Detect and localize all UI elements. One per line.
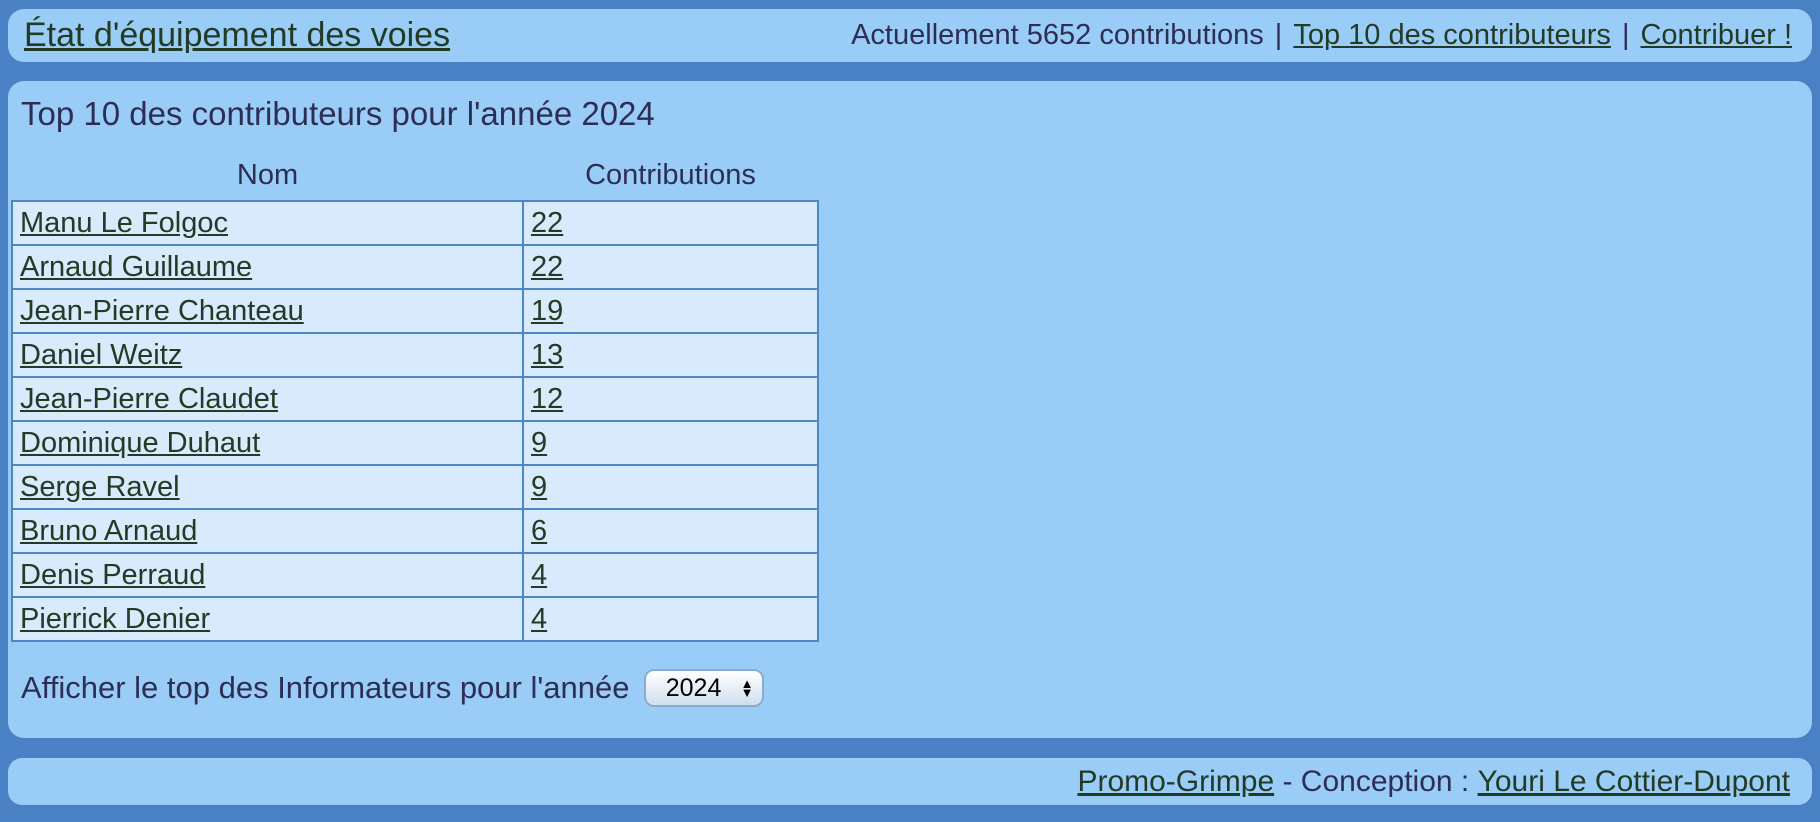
contributor-name-cell: Daniel Weitz: [11, 332, 524, 378]
arrow-up-icon: ▲: [740, 676, 754, 691]
contributor-name-link[interactable]: Jean-Pierre Chanteau: [20, 294, 304, 327]
contribution-count-cell: 13: [522, 332, 819, 378]
year-selector-label: Afficher le top des Informateurs pour l'…: [21, 670, 630, 705]
contributor-name-link[interactable]: Bruno Arnaud: [20, 514, 198, 547]
contributor-name-cell: Bruno Arnaud: [11, 508, 524, 554]
footer-site-link[interactable]: Promo-Grimpe: [1077, 764, 1275, 798]
nav-separator: |: [1274, 19, 1283, 51]
year-select[interactable]: 2024 ▲ ▼: [644, 669, 765, 707]
contributor-name-link[interactable]: Denis Perraud: [20, 558, 206, 591]
contributions-count-text: Actuellement 5652 contributions: [851, 19, 1264, 51]
contribution-count-link[interactable]: 9: [531, 426, 548, 459]
contribution-count-cell: 19: [522, 288, 819, 334]
header-bar: État d'équipement des voies Actuellement…: [8, 9, 1812, 62]
table-row: Denis Perraud 4: [11, 552, 819, 598]
main-panel: Top 10 des contributeurs pour l'année 20…: [8, 81, 1812, 738]
table-row: Manu Le Folgoc 22: [11, 200, 819, 246]
contribution-count-cell: 22: [522, 244, 819, 290]
contribution-count-cell: 22: [522, 200, 819, 246]
contributor-name-link[interactable]: Manu Le Folgoc: [20, 206, 228, 239]
contribution-count-cell: 4: [522, 552, 819, 598]
contributor-name-cell: Jean-Pierre Chanteau: [11, 288, 524, 334]
table-row: Arnaud Guillaume 22: [11, 244, 819, 290]
contributor-name-cell: Jean-Pierre Claudet: [11, 376, 524, 422]
contribution-count-cell: 4: [522, 596, 819, 642]
contribution-count-cell: 9: [522, 420, 819, 466]
contribution-count-link[interactable]: 4: [531, 558, 548, 591]
contributor-name-link[interactable]: Arnaud Guillaume: [20, 250, 253, 283]
arrow-down-icon: ▼: [740, 685, 754, 700]
column-header-name: Nom: [236, 159, 299, 191]
footer-author-link[interactable]: Youri Le Cottier-Dupont: [1477, 764, 1790, 798]
contribution-count-cell: 9: [522, 464, 819, 510]
contributors-table: Nom Contributions Manu Le Folgoc 22 Arna…: [11, 159, 819, 642]
contributor-name-link[interactable]: Jean-Pierre Claudet: [20, 382, 278, 415]
contribution-count-link[interactable]: 19: [531, 294, 564, 327]
contribution-count-link[interactable]: 13: [531, 338, 564, 371]
contributor-name-link[interactable]: Pierrick Denier: [20, 602, 211, 635]
contributor-name-cell: Arnaud Guillaume: [11, 244, 524, 290]
contributor-name-link[interactable]: Dominique Duhaut: [20, 426, 261, 459]
nav-link-top10[interactable]: Top 10 des contributeurs: [1293, 19, 1611, 51]
nav-separator: |: [1621, 19, 1630, 51]
contribution-count-link[interactable]: 22: [531, 206, 564, 239]
footer-conception-text: - Conception :: [1274, 764, 1478, 798]
year-select-value: 2024: [665, 673, 722, 702]
contribution-count-link[interactable]: 12: [531, 382, 564, 415]
table-row: Jean-Pierre Claudet 12: [11, 376, 819, 422]
column-header-contributions: Contributions: [585, 159, 756, 191]
table-header-row: Nom Contributions: [12, 159, 818, 201]
site-title-link[interactable]: État d'équipement des voies: [24, 16, 451, 54]
page-title: Top 10 des contributeurs pour l'année 20…: [21, 95, 655, 132]
contributor-name-cell: Dominique Duhaut: [11, 420, 524, 466]
contributor-name-cell: Serge Ravel: [11, 464, 524, 510]
table-row: Serge Ravel 9: [11, 464, 819, 510]
contribution-count-cell: 6: [522, 508, 819, 554]
table-row: Dominique Duhaut 9: [11, 420, 819, 466]
contributor-name-cell: Manu Le Folgoc: [11, 200, 524, 246]
contribution-count-link[interactable]: 6: [531, 514, 548, 547]
table-row: Pierrick Denier 4: [11, 596, 819, 642]
footer-bar: Promo-Grimpe - Conception : Youri Le Cot…: [8, 758, 1812, 805]
table-row: Jean-Pierre Chanteau 19: [11, 288, 819, 334]
select-stepper-icon: ▲ ▼: [740, 676, 754, 700]
contributor-name-link[interactable]: Daniel Weitz: [20, 338, 183, 371]
contribution-count-cell: 12: [522, 376, 819, 422]
contributor-name-link[interactable]: Serge Ravel: [20, 470, 180, 503]
contributors-table-body: Manu Le Folgoc 22 Arnaud Guillaume 22 Je…: [11, 200, 819, 642]
year-selector-row: Afficher le top des Informateurs pour l'…: [21, 669, 1798, 707]
contribution-count-link[interactable]: 9: [531, 470, 548, 503]
contribution-count-link[interactable]: 22: [531, 250, 564, 283]
nav-link-contribute[interactable]: Contribuer !: [1640, 19, 1792, 51]
contributor-name-cell: Pierrick Denier: [11, 596, 524, 642]
table-row: Bruno Arnaud 6: [11, 508, 819, 554]
header-nav: Actuellement 5652 contributions | Top 10…: [851, 19, 1792, 52]
contributor-name-cell: Denis Perraud: [11, 552, 524, 598]
contribution-count-link[interactable]: 4: [531, 602, 548, 635]
table-row: Daniel Weitz 13: [11, 332, 819, 378]
